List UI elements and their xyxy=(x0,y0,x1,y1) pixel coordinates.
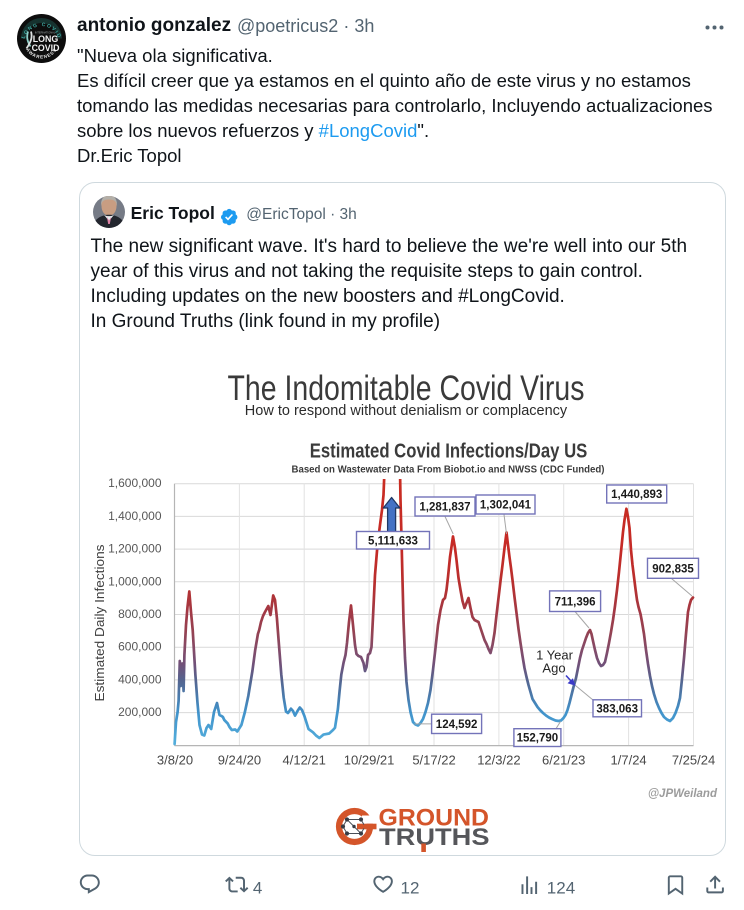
svg-text:1,281,837: 1,281,837 xyxy=(419,502,470,514)
svg-text:800,000: 800,000 xyxy=(118,607,162,621)
svg-text:6/21/23: 6/21/23 xyxy=(542,753,585,768)
svg-text:200,000: 200,000 xyxy=(118,705,162,719)
svg-text:Estimated Covid Infections/Day: Estimated Covid Infections/Day US xyxy=(310,440,588,462)
svg-text:7/25/24: 7/25/24 xyxy=(672,753,715,768)
svg-text:1,400,000: 1,400,000 xyxy=(108,509,162,523)
svg-text:1,000,000: 1,000,000 xyxy=(108,574,162,588)
svg-text:12: 12 xyxy=(401,878,420,897)
svg-text:4/12/21: 4/12/21 xyxy=(283,753,326,768)
svg-text:124: 124 xyxy=(547,878,575,897)
svg-text:LONG: LONG xyxy=(33,34,59,44)
svg-text:Based on Wastewater Data From: Based on Wastewater Data From Biobot.io … xyxy=(292,463,605,475)
svg-text:5/17/22: 5/17/22 xyxy=(412,753,455,768)
svg-text:COVID: COVID xyxy=(32,43,60,53)
svg-text:4: 4 xyxy=(253,878,262,897)
svg-text:383,063: 383,063 xyxy=(596,703,638,715)
svg-text:3/8/20: 3/8/20 xyxy=(157,753,193,768)
svg-text:1,440,893: 1,440,893 xyxy=(611,489,662,501)
svg-text:Ago: Ago xyxy=(542,661,565,676)
svg-text:9/24/20: 9/24/20 xyxy=(218,753,261,768)
svg-text:@JPWeiland: @JPWeiland xyxy=(648,788,718,800)
svg-text:5,111,633: 5,111,633 xyxy=(368,535,418,547)
svg-text:Estimated Daily Infections: Estimated Daily Infections xyxy=(93,545,107,702)
svg-text:152,790: 152,790 xyxy=(517,733,559,745)
svg-text:902,835: 902,835 xyxy=(652,563,694,575)
svg-text:TRUTHS: TRUTHS xyxy=(379,824,490,851)
svg-text:1/7/24: 1/7/24 xyxy=(611,753,647,768)
svg-text:12/3/22: 12/3/22 xyxy=(477,753,520,768)
svg-text:1 Year: 1 Year xyxy=(536,648,574,663)
svg-text:711,396: 711,396 xyxy=(555,596,596,608)
svg-text:124,592: 124,592 xyxy=(436,719,478,731)
svg-text:1,200,000: 1,200,000 xyxy=(108,542,162,556)
svg-text:1,600,000: 1,600,000 xyxy=(108,476,162,490)
svg-text:INTERNATIONAL: INTERNATIONAL xyxy=(35,31,56,35)
svg-text:400,000: 400,000 xyxy=(118,672,162,686)
svg-text:600,000: 600,000 xyxy=(118,640,162,654)
svg-text:1,302,041: 1,302,041 xyxy=(480,500,532,512)
svg-text:10/29/21: 10/29/21 xyxy=(344,753,395,768)
svg-text:GROUND: GROUND xyxy=(379,805,490,832)
